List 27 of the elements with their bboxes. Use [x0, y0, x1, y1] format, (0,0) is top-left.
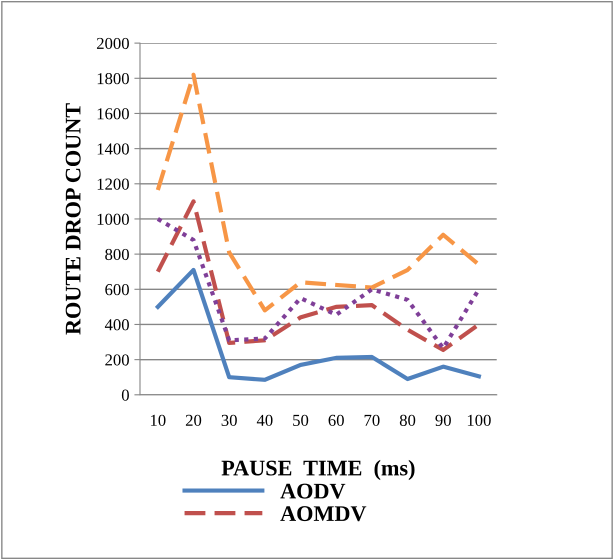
legend-label: AODV — [280, 484, 346, 499]
y-tick-label: 1200 — [98, 178, 129, 190]
x-tick-label: 10 — [150, 414, 166, 426]
y-tick-label: 400 — [104, 319, 129, 330]
y-axis-title: ROUTE DROP COUNT — [66, 103, 81, 335]
x-tick-label: 30 — [222, 414, 237, 426]
x-tick-label: 50 — [293, 414, 308, 426]
legend-label: AOMDV — [280, 506, 366, 522]
x-tick-label: 60 — [328, 414, 344, 426]
y-tick-label: 1600 — [98, 108, 129, 120]
y-tick-label: 1400 — [98, 143, 129, 155]
x-tick-label: 40 — [256, 414, 273, 426]
x-tick-label: 90 — [435, 414, 451, 426]
line-series — [156, 268, 481, 382]
y-tick-label: 0 — [122, 390, 129, 401]
x-tick-label: 20 — [186, 414, 202, 426]
y-tick-label: 200 — [105, 354, 129, 366]
y-tick-label: 1000 — [98, 214, 129, 225]
y-tick-label: 800 — [105, 248, 129, 260]
x-tick-label: 70 — [364, 414, 380, 426]
y-tick-label: 600 — [105, 284, 129, 296]
x-tick-label: 100 — [468, 414, 491, 426]
y-tick-label: 2000 — [96, 38, 129, 50]
line-series — [156, 72, 481, 312]
x-tick-label: 80 — [400, 414, 416, 426]
x-axis-title: PAUSE TIME (ms) — [222, 460, 415, 480]
y-tick-label: 1800 — [98, 72, 129, 84]
